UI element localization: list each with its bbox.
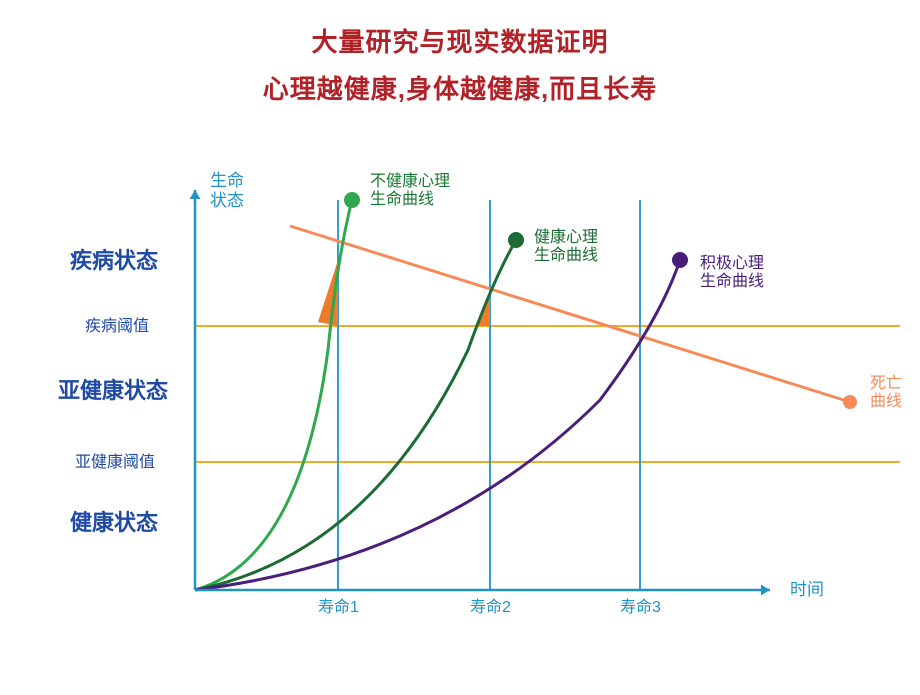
curve-label: 积极心理: [700, 254, 764, 272]
chart-svg: 疾病阈值亚健康阈值寿命1寿命2寿命3死亡曲线不健康心理生命曲线健康心理生命曲线积…: [0, 0, 920, 690]
life-curve-marker-positive: [672, 252, 688, 268]
x-axis-arrow: [761, 585, 770, 596]
curve-label: 生命曲线: [700, 272, 764, 290]
life-curve-marker-healthy: [508, 232, 524, 248]
zone-label: 亚健康状态: [58, 378, 168, 403]
curve-label: 健康心理: [534, 228, 598, 246]
death-label: 曲线: [870, 392, 902, 410]
curve-label: 不健康心理: [370, 172, 450, 190]
curve-label: 生命曲线: [534, 246, 598, 264]
zone-label: 健康状态: [70, 510, 158, 535]
y-axis-label: 生命: [210, 171, 244, 190]
chart: 疾病阈值亚健康阈值寿命1寿命2寿命3死亡曲线不健康心理生命曲线健康心理生命曲线积…: [0, 0, 920, 695]
threshold-label: 疾病阈值: [85, 317, 149, 335]
life-curve-marker-unhealthy: [344, 192, 360, 208]
death-line-marker: [843, 395, 857, 409]
death-label: 死亡: [870, 374, 902, 392]
zone-label: 疾病状态: [70, 248, 158, 273]
lifespan-label: 寿命2: [470, 598, 511, 616]
y-axis-label: 状态: [210, 191, 244, 210]
lifespan-label: 寿命3: [620, 598, 661, 616]
curve-label: 生命曲线: [370, 190, 434, 208]
life-curve-positive: [195, 260, 680, 590]
lifespan-label: 寿命1: [318, 598, 359, 616]
threshold-label: 亚健康阈值: [75, 453, 155, 471]
life-curve-healthy: [195, 240, 516, 590]
x-axis-label: 时间: [790, 580, 824, 599]
y-axis-arrow: [190, 190, 201, 199]
